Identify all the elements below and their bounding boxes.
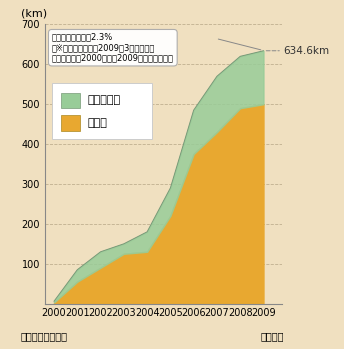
FancyBboxPatch shape	[61, 93, 80, 108]
Text: 地方圏: 地方圏	[87, 118, 107, 128]
Text: (km): (km)	[21, 9, 47, 19]
FancyBboxPatch shape	[61, 115, 80, 131]
Text: 旅客営業キロの約2.3%
（※旅客営業キロは2009年3月末の値、
　廃止キロは2000年度〜2009年度の累計値）: 旅客営業キロの約2.3% （※旅客営業キロは2009年3月末の値、 廃止キロは2…	[52, 33, 174, 62]
FancyBboxPatch shape	[52, 83, 151, 139]
Text: 634.6km: 634.6km	[283, 46, 329, 56]
Text: 資料）国土交通省: 資料）国土交通省	[21, 332, 68, 342]
Text: （年度）: （年度）	[261, 332, 284, 342]
Text: 三大都市圏: 三大都市圏	[87, 95, 120, 105]
